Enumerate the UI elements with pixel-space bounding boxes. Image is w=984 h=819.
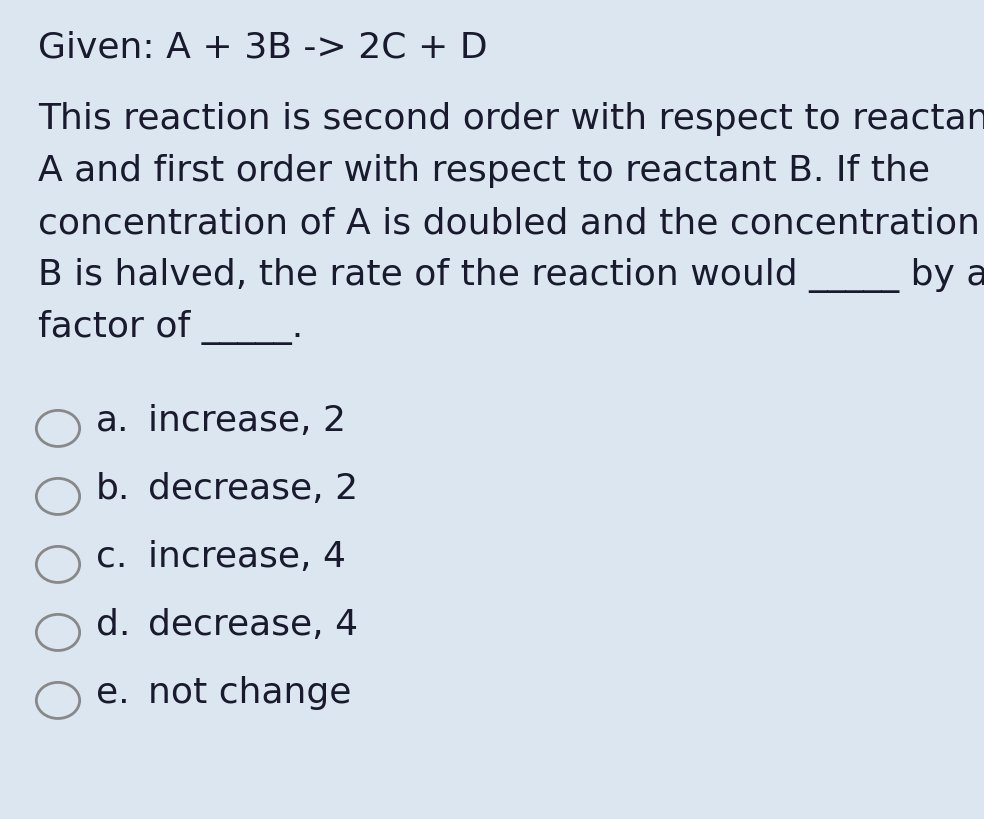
- Text: not change: not change: [148, 675, 351, 708]
- Text: decrease, 2: decrease, 2: [148, 471, 358, 505]
- Text: d.: d.: [96, 607, 130, 640]
- Text: concentration of A is doubled and the concentration of: concentration of A is doubled and the co…: [38, 206, 984, 240]
- Text: A and first order with respect to reactant B. If the: A and first order with respect to reacta…: [38, 154, 930, 188]
- Text: e.: e.: [96, 675, 130, 708]
- Text: a.: a.: [96, 403, 130, 437]
- Text: increase, 2: increase, 2: [148, 403, 346, 437]
- Text: decrease, 4: decrease, 4: [148, 607, 358, 640]
- Text: increase, 4: increase, 4: [148, 539, 346, 573]
- Text: c.: c.: [96, 539, 127, 573]
- Text: B is halved, the rate of the reaction would _____ by a: B is halved, the rate of the reaction wo…: [38, 258, 984, 292]
- Text: Given: A + 3B -> 2C + D: Given: A + 3B -> 2C + D: [38, 30, 488, 64]
- Text: b.: b.: [96, 471, 130, 505]
- Text: factor of _____.: factor of _____.: [38, 310, 303, 345]
- Text: This reaction is second order with respect to reactant: This reaction is second order with respe…: [38, 102, 984, 136]
